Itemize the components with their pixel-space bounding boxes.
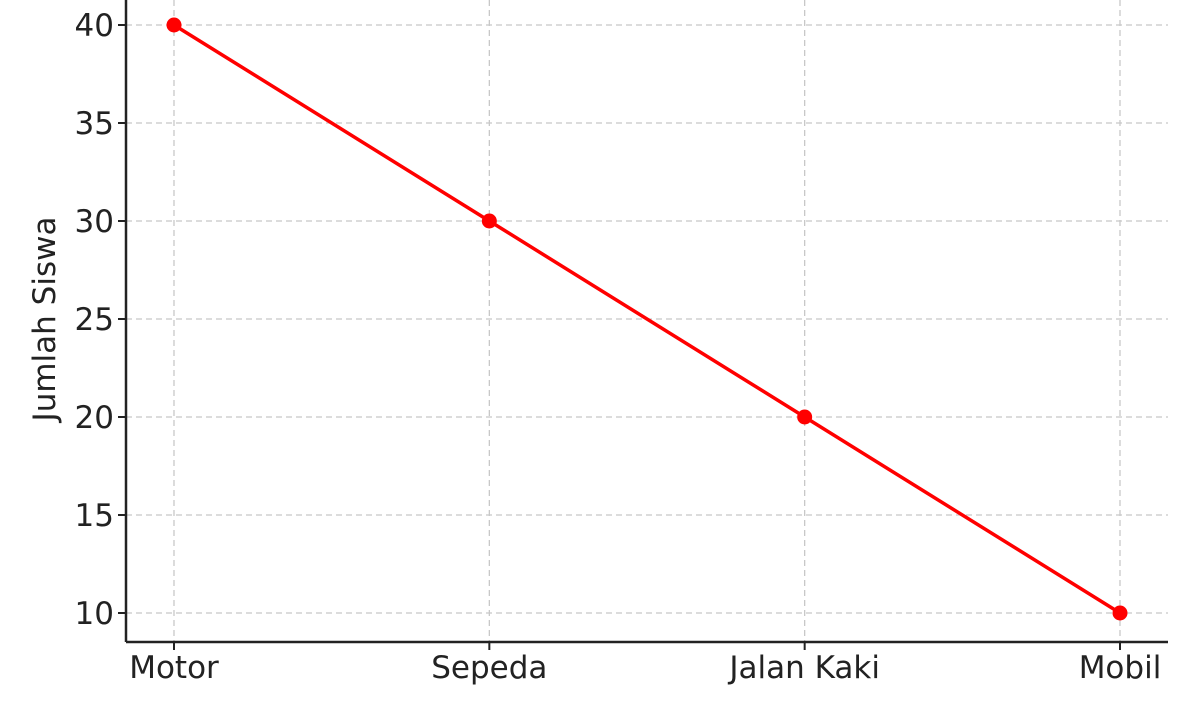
y-tick-label: 40 — [75, 8, 114, 44]
x-tick-label: Mobil — [1079, 650, 1162, 686]
data-point — [797, 409, 813, 425]
series-layer — [166, 17, 1128, 621]
y-tick-label: 35 — [75, 106, 114, 142]
y-tick-label: 15 — [75, 498, 114, 534]
axes — [118, 0, 1168, 650]
x-tick-label: Jalan Kaki — [727, 650, 880, 686]
data-point — [481, 213, 497, 229]
x-tick-label: Sepeda — [431, 650, 547, 686]
y-tick-label: 25 — [75, 302, 114, 338]
data-point — [166, 17, 182, 33]
y-tick-label: 30 — [75, 204, 114, 240]
y-tick-label: 20 — [75, 400, 114, 436]
y-tick-label: 10 — [75, 596, 114, 632]
y-axis-label: Jumlah Siswa — [27, 217, 63, 424]
data-point — [1112, 605, 1128, 621]
x-tick-label: Motor — [129, 650, 219, 686]
tick-labels: 10 15 20 25 30 35 40 Motor Sepeda Jalan Kaki Mobil — [75, 8, 1162, 686]
series-line — [173, 23, 1121, 615]
